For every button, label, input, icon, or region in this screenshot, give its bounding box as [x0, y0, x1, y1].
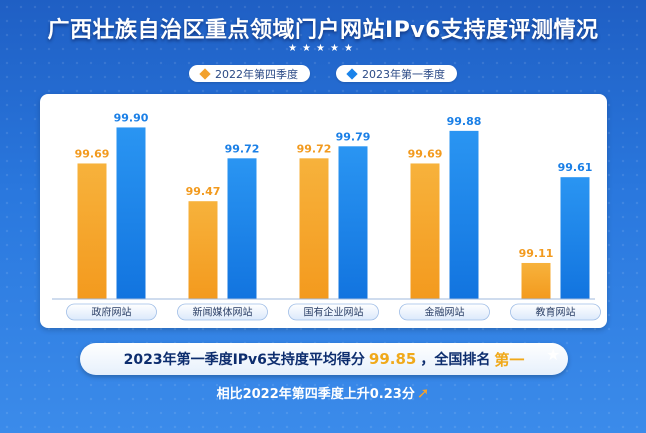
summary-middle: ，全国排名	[420, 352, 491, 368]
star-icon: ★	[546, 345, 561, 364]
data-label-gov-series-2: 99.90	[114, 111, 149, 124]
data-label-media-series-1: 99.47	[186, 185, 221, 198]
legend-swatch-q4-2022	[199, 67, 211, 80]
category-label-gov: 政府网站	[92, 306, 132, 319]
legend-swatch-q1-2023	[346, 67, 358, 80]
legend-item-q1-2023: 2023年第一季度	[336, 65, 457, 82]
category-pill-edu	[510, 303, 601, 321]
legend-label-q1-2023: 2023年第一季度	[362, 67, 445, 81]
data-label-edu-series-1: 99.11	[519, 247, 554, 260]
comparison-text: 相比2022年第四季度上升0.23分 ➚	[0, 383, 646, 402]
bar-media-series-1	[188, 201, 218, 299]
bar-soe-series-1	[299, 158, 329, 299]
legend-item-q4-2022: 2022年第四季度	[189, 65, 310, 82]
category-label-finance: 金融网站	[425, 306, 465, 319]
decorative-stars: ★★★★★	[288, 43, 358, 54]
data-label-soe-series-2: 99.79	[336, 130, 371, 143]
data-label-finance-series-1: 99.69	[408, 147, 443, 160]
bar-media-series-2	[227, 158, 257, 299]
category-label-soe: 国有企业网站	[304, 306, 364, 319]
bar-edu-series-1	[521, 262, 551, 299]
legend-label-q4-2022: 2022年第四季度	[215, 67, 298, 81]
chart-legend: 2022年第四季度 2023年第一季度	[0, 65, 646, 82]
data-label-soe-series-1: 99.72	[297, 142, 332, 155]
category-pill-media	[177, 303, 268, 321]
data-label-edu-series-2: 99.61	[558, 161, 593, 174]
bar-gov-series-1	[77, 163, 107, 299]
bar-chart: 99.69 99.90 99.47 99.72 99.72 99.79 99.69 99.88…	[52, 111, 601, 321]
chart-panel: 99.69 99.90 99.47 99.72 99.72 99.79 99.69 99.88…	[40, 94, 607, 328]
category-label-edu: 教育网站	[536, 306, 576, 319]
comparison-label: 相比2022年第四季度上升0.23分	[216, 387, 415, 402]
bar-gov-series-2	[116, 127, 146, 300]
category-pill-finance	[399, 303, 490, 321]
category-label-media: 新闻媒体网站	[193, 306, 253, 319]
category-pill-soe	[288, 303, 379, 321]
chart-title: 广西壮族自治区重点领域门户网站IPv6支持度评测情况	[47, 18, 599, 43]
bar-finance-series-2	[449, 130, 479, 299]
summary-banner: 2023年第一季度IPv6支持度平均得分 99.85 ，全国排名 第一	[80, 343, 568, 375]
bar-edu-series-2	[560, 177, 590, 299]
data-label-media-series-2: 99.72	[225, 142, 260, 155]
summary-prefix: 2023年第一季度IPv6支持度平均得分	[123, 352, 365, 368]
category-pill-gov	[66, 303, 157, 321]
up-arrow-icon: ➚	[416, 384, 430, 402]
bar-soe-series-2	[338, 146, 368, 299]
data-label-gov-series-1: 99.69	[75, 147, 110, 160]
data-label-finance-series-2: 99.88	[447, 115, 482, 128]
bar-finance-series-1	[410, 163, 440, 299]
summary-score: 99.85	[368, 350, 417, 368]
summary-rank: 第一	[494, 350, 525, 369]
